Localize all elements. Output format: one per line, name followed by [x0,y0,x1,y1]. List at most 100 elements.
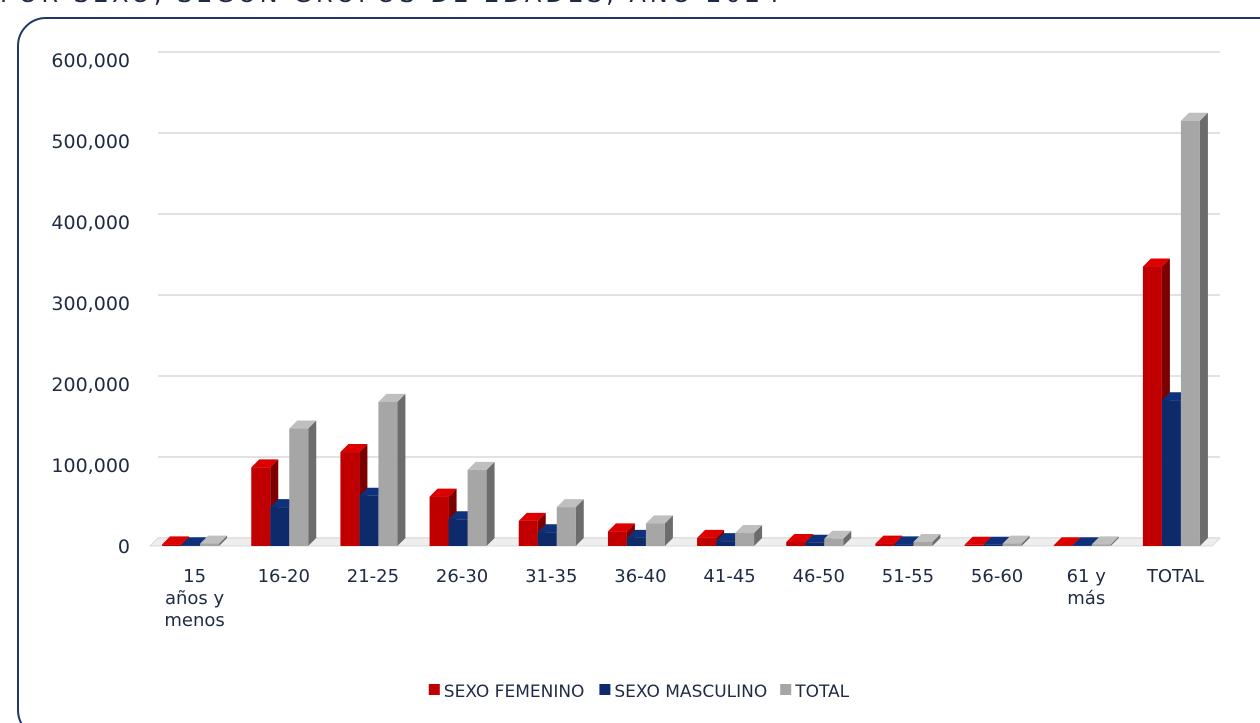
bar-top [340,444,368,453]
bar-top [1091,536,1119,545]
bar [429,488,457,546]
bar-front [1091,544,1111,546]
bar [200,535,228,546]
x-tick-label: 56-60 [970,566,1024,587]
bar-front [697,537,717,546]
bar-side [219,535,228,546]
bar [913,533,941,546]
bar-side [664,515,673,546]
bar [1091,536,1119,546]
bar [1002,535,1030,546]
chart-title: POR SEXO, SEGÚN GRUPOS DE EDADES, AÑO 20… [0,0,783,8]
bar [378,393,406,546]
y-tick-label: 400,000 [51,212,130,234]
x-tick-label: 36-40 [614,566,667,587]
bar-front [378,401,398,546]
bar-front [964,544,984,546]
y-tick-label: 300,000 [51,293,130,315]
legend-swatch [599,684,611,695]
bar-front [251,467,271,546]
bar-front [359,495,379,546]
bar-top [378,393,406,402]
bar-top [251,459,279,468]
x-tick-label: 41-45 [703,566,756,587]
bar-top [556,499,584,508]
y-tick-label: 500,000 [51,131,130,153]
bar-top [786,533,814,542]
bar-front [1161,400,1181,546]
x-tick-label: 26-30 [435,566,489,587]
bar-side [486,461,495,546]
legend-swatch [428,684,440,695]
bar-top [467,461,495,470]
x-tick-label: 46-50 [792,566,845,587]
y-tick-label: 600,000 [51,50,130,72]
bar-top [964,536,992,545]
bar [824,530,852,546]
legend-swatch [780,684,792,695]
x-tick-label: 21-25 [346,566,400,587]
chart-frame [17,17,1260,723]
bar [556,499,584,546]
bar-top [518,512,546,521]
bar-front [518,520,538,546]
bar-front [716,541,736,546]
bar-top [607,523,635,532]
bar-front [786,541,806,546]
bar-front [537,532,557,546]
bar-front [181,545,201,546]
bar-top [875,535,903,544]
bar-front [913,541,933,546]
bar-front [556,507,576,546]
bar-top [1180,112,1208,121]
bar-front [448,519,468,546]
bar-front [1053,545,1073,546]
bar-front [824,538,844,546]
y-tick-label: 200,000 [51,374,130,396]
bar-front [894,544,914,546]
bar-side [397,393,406,546]
bar-top [162,536,190,545]
legend-label: SEXO FEMENINO [444,682,585,702]
legend-label: SEXO MASCULINO [614,682,767,702]
bar-top [1053,537,1081,546]
x-tick-label: 16-20 [257,566,310,587]
bar-front [1142,266,1162,546]
floor [148,537,1222,547]
bar-side [1199,112,1208,546]
bar [1180,112,1208,546]
bar-top [645,515,673,524]
bar-top [289,420,317,429]
bar-side [754,525,763,546]
bar-front [1180,120,1200,546]
bar-side [843,530,852,546]
bar-front [270,507,290,546]
bar-front [875,543,895,546]
bar [467,461,495,546]
x-tick-label: 15 años y menos [164,566,225,631]
x-tick-label: 51-55 [881,566,935,587]
bar-side [308,420,317,546]
y-tick-label: 100,000 [51,455,130,477]
bar-top [697,529,725,538]
bar-top [429,488,457,497]
legend-label: TOTAL [794,682,849,702]
bar-top [1002,535,1030,544]
bar-front [1072,545,1092,546]
bar-side [575,499,584,546]
bar [735,525,763,546]
bar-front [289,428,309,546]
bar-top [200,535,228,544]
bar-front [467,469,487,546]
x-tick-label: 61 y más [1066,566,1106,609]
bar-top [913,533,941,542]
bar-front [983,544,1003,546]
bar-front [607,531,627,546]
bar [289,420,317,546]
bar-front [340,452,360,546]
bar [645,515,673,546]
bar-side [1021,535,1030,546]
x-tick-label: TOTAL [1146,566,1204,587]
x-tick-label: 31-35 [525,566,578,587]
